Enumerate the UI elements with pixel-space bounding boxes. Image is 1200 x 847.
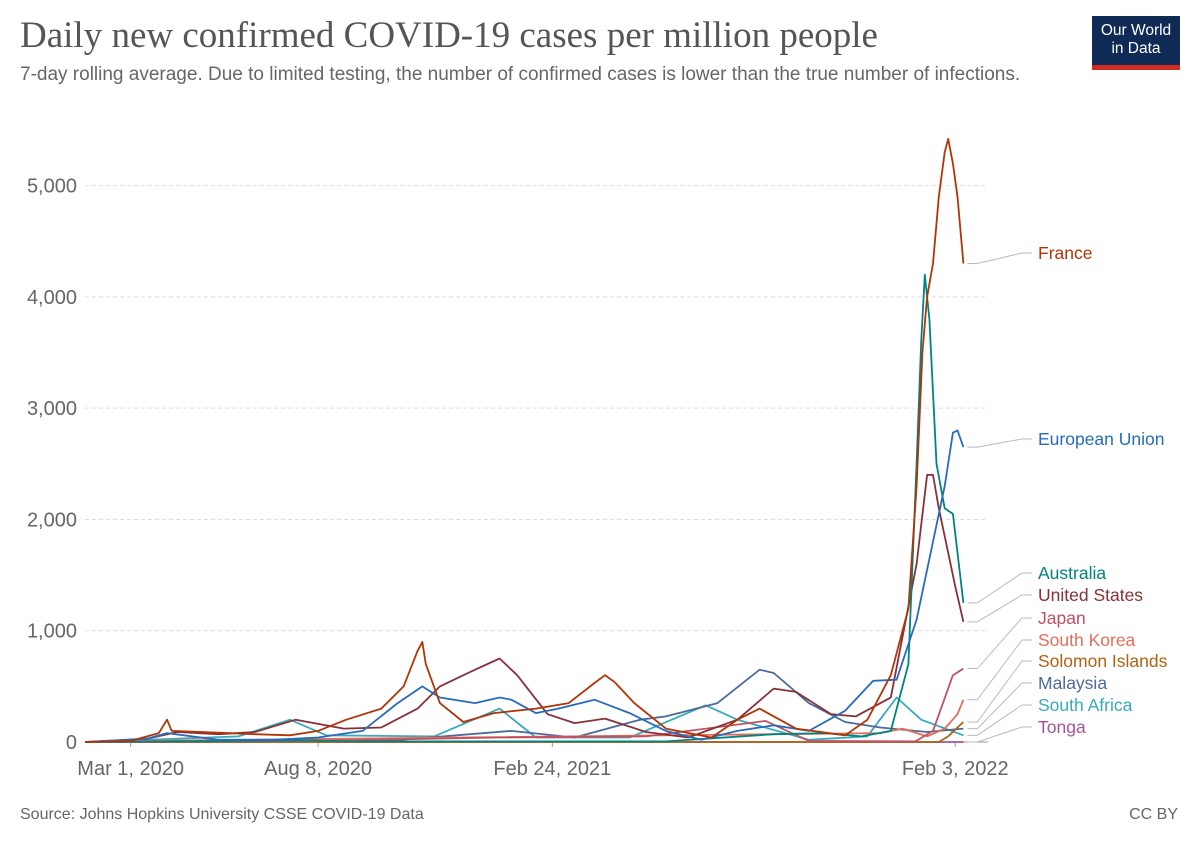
series-line-australia[interactable] [84,273,965,743]
chart-title: Daily new confirmed COVID-19 cases per m… [20,15,878,56]
logo-line-1: Our World [1100,22,1172,39]
series-label-france[interactable]: France [1038,243,1092,263]
series-line-malaysia[interactable] [84,668,964,743]
source-note[interactable]: Source: Johns Hopkins University CSSE CO… [20,806,424,823]
license-link[interactable]: CC BY [1129,806,1178,823]
x-tick-label: Feb 24, 2021 [493,758,611,780]
y-tick-label: 0 [66,732,77,754]
series-line-japan[interactable] [84,667,964,743]
y-tick-label: 4,000 [27,287,77,309]
leader-line [967,572,1032,604]
series-line-european-union[interactable] [84,429,965,743]
line-chart: 0 1,000 2,000 3,000 4,000 5,000 Mar 1, 2020 Aug… [27,138,1168,780]
series-label-south-korea[interactable]: South Korea [1038,630,1136,650]
chart-subtitle: 7-day rolling average. Due to limited te… [20,64,1021,85]
leader-line [967,594,1032,623]
x-tick-label: Aug 8, 2020 [264,758,372,780]
series-label-australia[interactable]: Australia [1038,563,1106,583]
y-tick-label: 5,000 [27,176,77,198]
leader-line [967,704,1032,736]
series-lines [84,138,965,743]
leader-line [967,617,1032,670]
series-label-malaysia[interactable]: Malaysia [1038,673,1107,693]
series-label-south-africa[interactable]: South Africa [1038,695,1133,715]
axes: 0 1,000 2,000 3,000 4,000 5,000 Mar 1, 2020 Aug… [27,176,1009,780]
leader-line [967,660,1032,723]
leader-line [967,639,1032,701]
leader-line [967,682,1032,730]
x-tick-label: Mar 1, 2020 [77,758,184,780]
y-tick-label: 2,000 [27,509,77,531]
series-label-japan[interactable]: Japan [1038,608,1086,628]
owid-logo[interactable]: Our World in Data [1092,16,1180,70]
y-tick-label: 3,000 [27,398,77,420]
series-label-european-union[interactable]: European Union [1038,429,1164,449]
x-tick-label: Feb 3, 2022 [902,758,1009,780]
series-label-tonga[interactable]: Tonga [1038,717,1086,737]
gridlines [85,185,988,632]
y-tick-label: 1,000 [27,621,77,643]
series-label-united-states[interactable]: United States [1038,585,1143,605]
leader-line [967,726,1032,743]
leader-line [967,438,1032,448]
logo-line-2: in Data [1111,40,1161,57]
series-line-france[interactable] [84,138,965,743]
series-line-united-states[interactable] [84,474,965,743]
series-label-solomon-islands[interactable]: Solomon Islands [1038,651,1168,671]
leader-line [967,252,1032,265]
series-line-south-africa[interactable] [84,696,964,743]
